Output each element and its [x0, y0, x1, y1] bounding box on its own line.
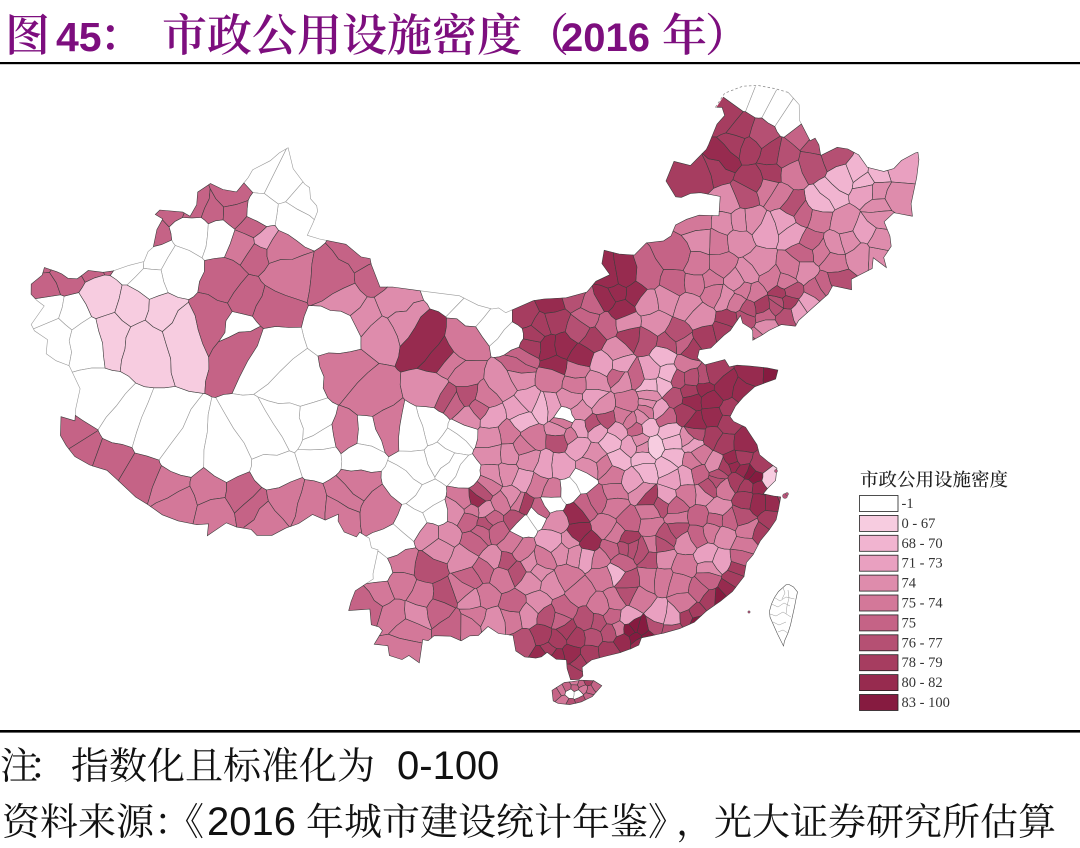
svg-text:2016: 2016	[561, 16, 650, 60]
svg-text:76 - 77: 76 - 77	[902, 635, 943, 651]
svg-text:-1: -1	[902, 496, 914, 512]
svg-text:80 - 82: 80 - 82	[902, 675, 943, 691]
svg-text:71 - 73: 71 - 73	[902, 556, 943, 572]
svg-text:83 - 100: 83 - 100	[902, 695, 950, 711]
svg-text:0 - 67: 0 - 67	[902, 516, 936, 532]
svg-text:0-100: 0-100	[397, 744, 499, 788]
svg-text:2016: 2016	[207, 800, 296, 844]
svg-text:45: 45	[56, 14, 102, 60]
svg-text:68 - 70: 68 - 70	[902, 536, 943, 552]
svg-text:75: 75	[902, 615, 917, 631]
svg-text:75 - 74: 75 - 74	[902, 596, 944, 612]
svg-text:78 - 79: 78 - 79	[902, 655, 943, 671]
svg-text:74: 74	[902, 576, 917, 592]
